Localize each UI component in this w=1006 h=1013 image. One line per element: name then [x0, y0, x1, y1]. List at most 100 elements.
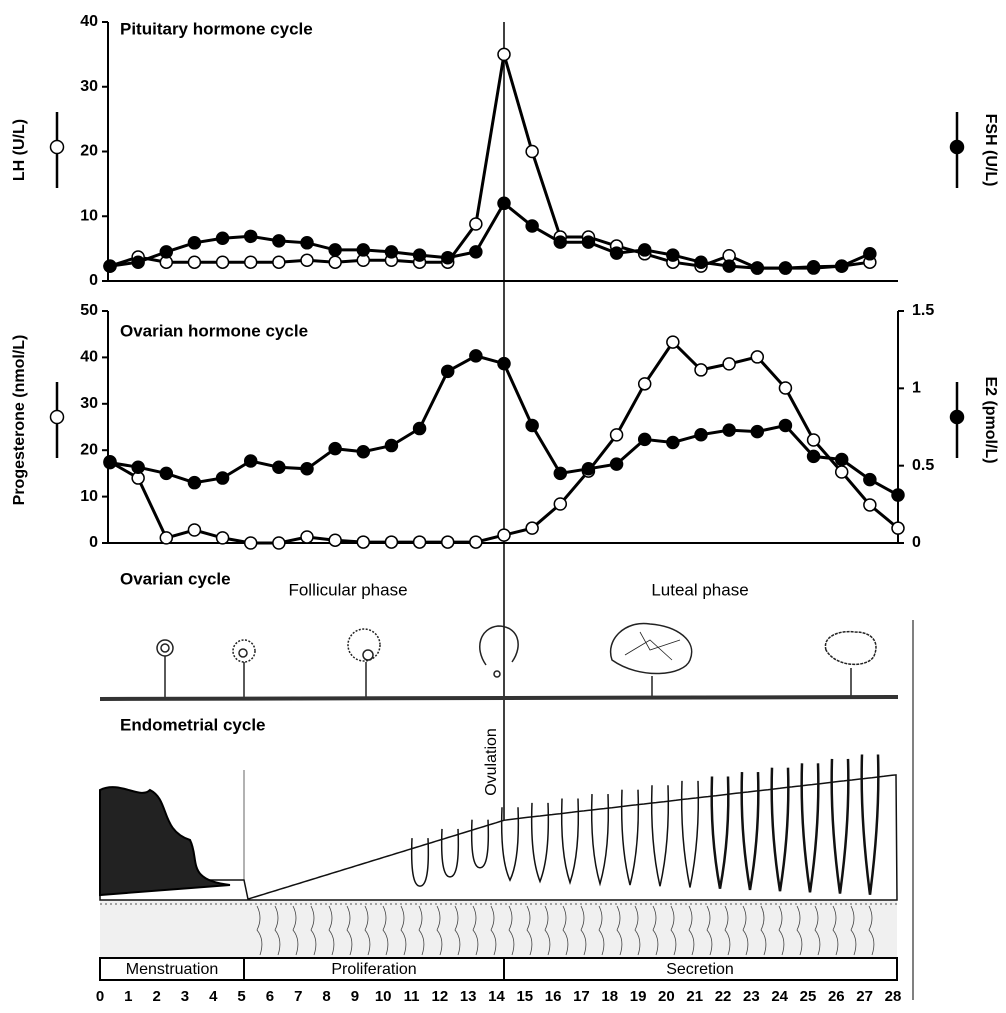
- data-point: [609, 457, 624, 471]
- data-point: [384, 535, 399, 549]
- data-point: [272, 255, 286, 269]
- day-label: 24: [771, 988, 788, 1005]
- data-point: [637, 432, 652, 447]
- vessel: [580, 905, 587, 956]
- data-point: [806, 260, 821, 274]
- data-point: [384, 245, 399, 259]
- data-point: [525, 418, 539, 433]
- data-point: [440, 535, 455, 549]
- data-point: [525, 219, 539, 233]
- data-point: [891, 521, 905, 535]
- vessel: [346, 905, 353, 956]
- gland: [680, 780, 700, 888]
- data-point: [328, 441, 342, 456]
- data-point: [328, 533, 342, 547]
- data-point: [722, 423, 736, 437]
- day-label: 8: [322, 988, 330, 1005]
- data-point: [666, 435, 680, 450]
- vessel: [814, 905, 821, 956]
- gland: [800, 763, 820, 893]
- vessel: [472, 905, 479, 956]
- data-point: [412, 248, 427, 262]
- legend-marker: [49, 409, 65, 425]
- data-point: [666, 248, 680, 262]
- vessel: [256, 905, 263, 956]
- data-point: [440, 364, 455, 379]
- data-point: [412, 421, 427, 436]
- day-label: 6: [266, 988, 274, 1005]
- data-point: [412, 535, 427, 549]
- y-tick-label: 30: [80, 395, 98, 412]
- data-point: [778, 418, 793, 433]
- data-point: [863, 472, 877, 487]
- day-label: 14: [488, 988, 505, 1005]
- data-point: [750, 261, 765, 275]
- data-point: [356, 535, 371, 549]
- data-point: [694, 363, 708, 377]
- y-tick-label: 10: [80, 207, 98, 224]
- legend-label: FSH (U/L): [982, 114, 999, 187]
- data-point: [834, 452, 849, 467]
- data-point: [722, 259, 736, 273]
- vessel: [364, 905, 371, 956]
- data-point: [103, 259, 117, 273]
- legend-marker: [49, 139, 65, 155]
- y-tick-label: 20: [80, 441, 98, 458]
- data-point: [609, 428, 624, 442]
- data-point: [609, 246, 624, 260]
- vessel: [382, 905, 389, 956]
- endometrium: [99, 754, 898, 956]
- data-point: [637, 377, 652, 391]
- vessel: [850, 905, 857, 956]
- day-label: 27: [856, 988, 873, 1005]
- y2-tick-label: 0: [912, 534, 921, 551]
- data-point: [300, 253, 314, 268]
- y-tick-label: 50: [80, 302, 98, 319]
- data-point: [553, 235, 568, 249]
- vessel: [616, 905, 623, 956]
- data-point: [272, 536, 286, 550]
- day-label: 4: [209, 988, 218, 1005]
- vessel: [454, 905, 461, 956]
- gland: [470, 819, 490, 869]
- vessel: [562, 905, 569, 956]
- y-tick-label: 20: [80, 143, 98, 160]
- day-label: 16: [545, 988, 562, 1005]
- data-point: [328, 255, 342, 269]
- data-point: [328, 243, 342, 257]
- data-point: [159, 466, 174, 481]
- gland: [530, 802, 550, 884]
- follicles: [156, 622, 877, 698]
- section-title: Ovarian cycle: [120, 569, 231, 588]
- data-point: [497, 528, 511, 542]
- data-point: [553, 497, 568, 511]
- data-point: [300, 236, 314, 250]
- data-point: [243, 454, 258, 468]
- data-point: [806, 433, 821, 447]
- data-point: [694, 427, 708, 442]
- data-point: [694, 255, 708, 269]
- day-label: 9: [351, 988, 359, 1005]
- phase-label: Luteal phase: [651, 580, 748, 599]
- data-point: [131, 255, 145, 269]
- vessel: [274, 905, 281, 956]
- day-label: 1: [124, 988, 132, 1005]
- vessel: [418, 905, 425, 956]
- gland: [620, 789, 640, 886]
- data-point: [581, 235, 596, 249]
- y-tick-label: 40: [80, 13, 98, 30]
- data-point: [103, 455, 117, 470]
- data-point: [215, 531, 230, 545]
- y-tick-label: 30: [80, 78, 98, 95]
- gland: [770, 767, 790, 892]
- vessel: [490, 905, 497, 956]
- phase-bar: [99, 957, 898, 981]
- day-label: 13: [460, 988, 477, 1005]
- chart-title: Pituitary hormone cycle: [120, 19, 313, 38]
- data-point: [384, 438, 399, 453]
- day-label: 12: [431, 988, 448, 1005]
- phase-name: Proliferation: [331, 961, 416, 978]
- day-label: 22: [715, 988, 732, 1005]
- data-point: [553, 466, 568, 481]
- series-line: [109, 53, 871, 270]
